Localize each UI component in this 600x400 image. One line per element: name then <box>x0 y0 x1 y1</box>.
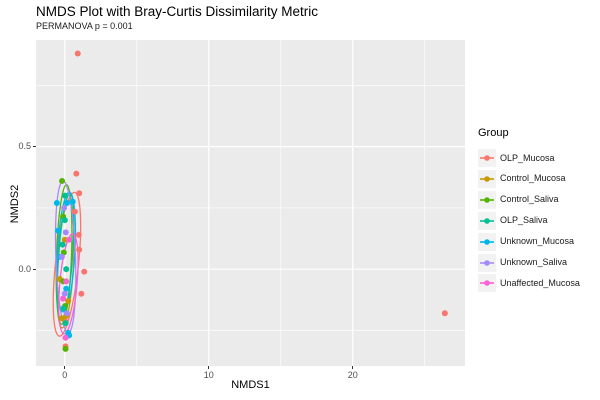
data-point-Unknown_Saliva <box>61 204 68 211</box>
legend-key-Control_Mucosa <box>478 169 496 188</box>
data-point-Unknown_Mucosa <box>63 285 70 292</box>
data-point-Unaffected_Mucosa <box>62 334 69 341</box>
data-point-OLP_Mucosa <box>71 208 78 215</box>
x-tick-mark <box>352 366 354 369</box>
legend-glyph-icon <box>480 238 494 245</box>
legend-point-icon <box>484 280 490 287</box>
legend-glyph-icon <box>480 176 494 182</box>
legend-label-Unaffected_Mucosa: Unaffected_Mucosa <box>500 277 580 288</box>
legend-glyph-icon <box>480 196 494 203</box>
x-axis-title: NMDS1 <box>231 379 270 391</box>
legend-key-Unaffected_Mucosa <box>478 274 496 293</box>
data-point-Unknown_Mucosa <box>53 200 60 206</box>
data-point-OLP_Mucosa <box>75 231 82 238</box>
data-point-OLP_Mucosa <box>74 50 81 57</box>
plot-panel <box>36 40 465 366</box>
data-point-Control_Saliva <box>62 345 69 352</box>
legend-label-Control_Saliva: Control_Saliva <box>500 194 559 205</box>
data-point-OLP_Mucosa <box>78 290 85 297</box>
y-tick-mark <box>33 146 36 148</box>
data-point-OLP_Mucosa <box>76 190 83 197</box>
data-point-OLP_Saliva <box>63 266 70 273</box>
confidence-ellipse-Unaffected_Mucosa <box>58 233 79 335</box>
data-point-OLP_Mucosa <box>73 170 80 177</box>
x-tick-label: 20 <box>347 370 358 380</box>
legend-key-Unknown_Mucosa <box>478 232 496 251</box>
legend-point-icon <box>484 155 490 161</box>
legend-glyph-icon <box>480 259 494 266</box>
scatter-canvas <box>36 40 465 366</box>
data-point-Control_Mucosa <box>65 298 72 305</box>
data-point-Unaffected_Mucosa <box>66 236 73 243</box>
data-point-Control_Mucosa <box>61 236 68 243</box>
legend-point-icon <box>484 238 490 245</box>
data-point-Unknown_Saliva <box>62 229 69 236</box>
legend-key-Unknown_Saliva <box>478 253 496 272</box>
data-point-Unaffected_Mucosa <box>60 295 67 302</box>
legend-label-Unknown_Mucosa: Unknown_Mucosa <box>500 236 575 247</box>
legend-point-icon <box>484 196 490 203</box>
data-point-OLP_Saliva <box>60 305 67 312</box>
y-tick-label: 0.5 <box>18 141 31 152</box>
legend-label-OLP_Mucosa: OLP_Mucosa <box>500 152 555 163</box>
x-tick-mark <box>208 366 210 369</box>
data-point-OLP_Saliva <box>62 192 69 199</box>
data-point-Control_Saliva <box>59 177 66 184</box>
plot-subtitle: PERMANOVA p = 0.001 <box>36 21 133 31</box>
legend-glyph-icon <box>480 280 494 287</box>
data-point-OLP_Mucosa <box>76 246 83 253</box>
legend-label-OLP_Saliva: OLP_Saliva <box>500 215 548 226</box>
legend-glyph-icon <box>480 217 494 224</box>
data-point-OLP_Saliva <box>62 320 69 327</box>
legend-key-OLP_Mucosa <box>478 149 496 167</box>
legend-point-icon <box>484 176 490 182</box>
data-point-OLP_Saliva <box>61 217 68 224</box>
data-point-Unknown_Mucosa <box>55 227 62 234</box>
x-tick-mark <box>64 366 66 369</box>
x-tick-label: 0 <box>62 370 68 380</box>
legend-point-icon <box>484 217 490 224</box>
data-point-Unknown_Mucosa <box>69 198 76 205</box>
legend-glyph-icon <box>480 155 494 161</box>
legend-key-OLP_Saliva <box>478 211 496 230</box>
legend-label-Control_Mucosa: Control_Mucosa <box>500 173 566 184</box>
plot-title: NMDS Plot with Bray-Curtis Dissimilarity… <box>36 4 319 19</box>
y-axis-title: NMDS2 <box>9 184 21 224</box>
legend-label-Unknown_Saliva: Unknown_Saliva <box>500 257 568 267</box>
legend-key-Control_Saliva <box>478 190 496 209</box>
x-tick-label: 10 <box>203 370 214 380</box>
y-tick-mark <box>33 268 36 270</box>
legend-point-icon <box>484 259 490 266</box>
data-point-Unknown_Saliva <box>61 290 68 297</box>
data-point-OLP_Mucosa <box>81 268 88 275</box>
data-point-Unknown_Saliva <box>63 310 70 317</box>
legend-title: Group <box>478 127 509 139</box>
data-point-Unknown_Mucosa <box>63 200 70 206</box>
data-point-Unaffected_Mucosa <box>63 278 70 285</box>
data-point-OLP_Mucosa <box>441 310 448 317</box>
y-tick-label: 0.0 <box>18 263 31 274</box>
data-point-Unknown_Saliva <box>58 253 65 260</box>
data-point-OLP_Saliva <box>59 241 66 248</box>
